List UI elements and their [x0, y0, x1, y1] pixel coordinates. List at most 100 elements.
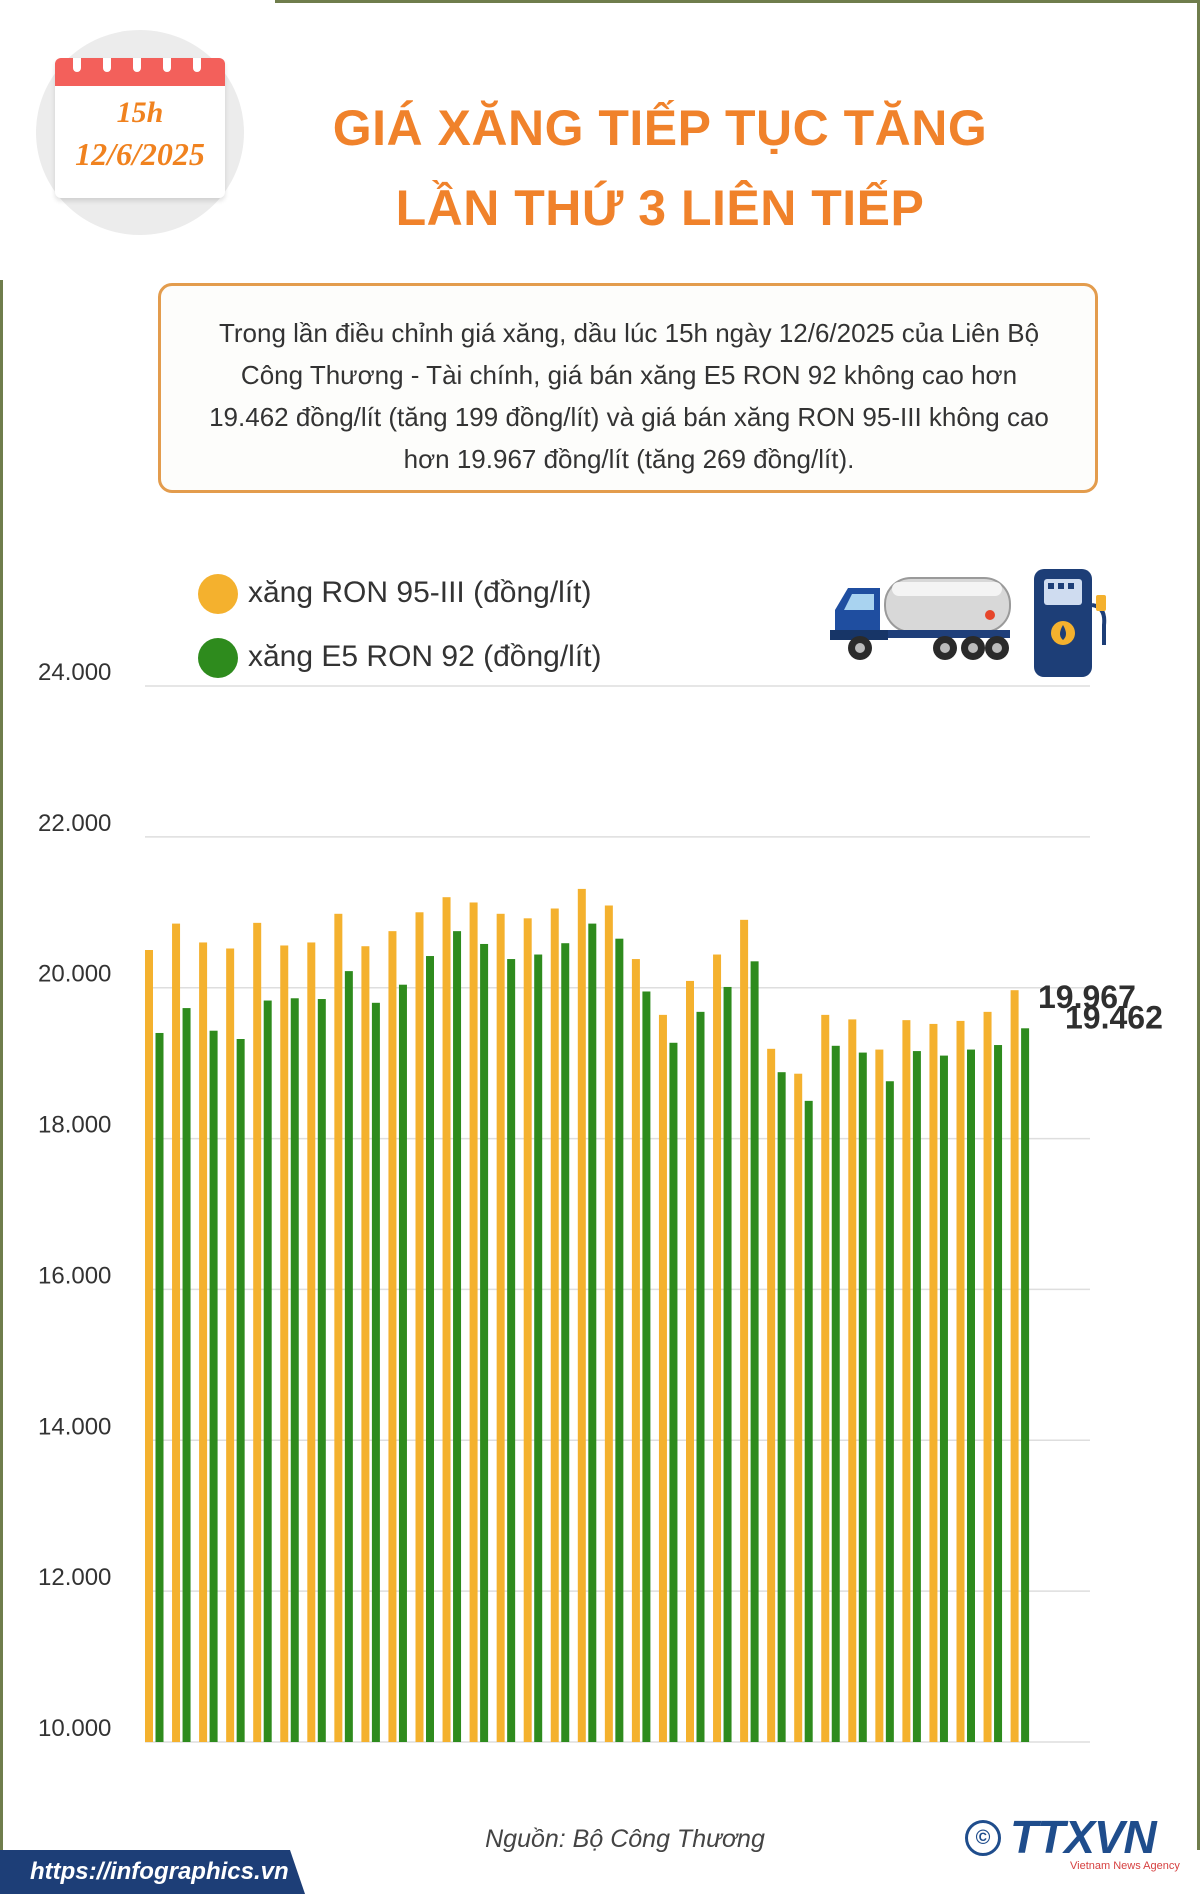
- bar-e5: [912, 1051, 921, 1742]
- bar-e5: [480, 943, 489, 1742]
- agency-logo: © TTXVN Vietnam News Agency: [965, 1810, 1180, 1880]
- frame-right-border: [1197, 0, 1200, 1850]
- copyright-icon: ©: [965, 1820, 1001, 1856]
- frame-top-border: [275, 0, 1200, 3]
- bar-e5: [750, 961, 759, 1742]
- calendar-ring: [73, 58, 81, 72]
- bar-e5: [615, 938, 624, 1742]
- bar-e5: [236, 1039, 245, 1742]
- bar-ron95: [686, 980, 694, 1742]
- y-tick-label: 16.000: [38, 1262, 111, 1289]
- bar-e5: [534, 954, 543, 1742]
- bar-ron95: [145, 950, 153, 1742]
- y-tick-label: 14.000: [38, 1413, 111, 1440]
- bar-ron95: [388, 931, 397, 1742]
- y-tick-label: 18.000: [38, 1112, 111, 1139]
- bar-ron95: [631, 959, 640, 1742]
- title-line-2: LẦN THỨ 3 LIÊN TIẾP: [395, 180, 925, 236]
- y-tick-label: 12.000: [38, 1564, 111, 1591]
- bar-e5: [398, 984, 407, 1742]
- calendar-date: 12/6/2025: [75, 136, 205, 172]
- bar-ron95: [253, 922, 262, 1742]
- fuel-pump-icon: [1034, 569, 1107, 677]
- bar-e5: [344, 971, 353, 1742]
- bar-e5: [723, 986, 732, 1742]
- data-label: 19.462: [1065, 999, 1163, 1035]
- bar-e5: [696, 1011, 705, 1742]
- bar-e5: [967, 1049, 975, 1742]
- bar-e5: [642, 991, 651, 1742]
- bar-ron95: [821, 1014, 830, 1742]
- intro-text: Trong lần điều chỉnh giá xăng, dầu lúc 1…: [209, 318, 1049, 474]
- bar-e5: [1021, 1028, 1030, 1742]
- bar-ron95: [929, 1023, 938, 1742]
- bar-ron95: [767, 1048, 776, 1742]
- bar-ron95: [604, 905, 613, 1742]
- agency-logo-text: TTXVN: [1010, 1811, 1157, 1863]
- bar-ron95: [713, 954, 722, 1742]
- bar-ron95: [794, 1073, 803, 1742]
- bar-ron95: [740, 919, 749, 1742]
- bar-e5: [290, 998, 299, 1742]
- bar-e5: [426, 956, 434, 1742]
- bar-ron95: [172, 923, 181, 1742]
- bar-ron95: [280, 945, 289, 1742]
- bar-e5: [453, 931, 462, 1742]
- bar-ron95: [442, 897, 451, 1742]
- bar-ron95: [875, 1049, 884, 1742]
- frame-left-border: [0, 280, 3, 1850]
- bar-ron95: [307, 942, 316, 1742]
- bar-ron95: [199, 942, 208, 1742]
- website-link[interactable]: https://infographics.vn: [30, 1858, 289, 1885]
- calendar-ring: [103, 58, 111, 72]
- bar-e5: [669, 1042, 678, 1742]
- bar-e5: [507, 959, 516, 1742]
- bar-e5: [182, 1008, 191, 1742]
- calendar-ring: [163, 58, 171, 72]
- bar-ron95: [983, 1011, 992, 1742]
- bar-ron95: [956, 1020, 965, 1742]
- page-title: GIÁ XĂNG TIẾP TỤC TĂNG LẦN THỨ 3 LIÊN TI…: [260, 88, 1060, 248]
- intro-box: Trong lần điều chỉnh giá xăng, dầu lúc 1…: [158, 283, 1098, 493]
- source-note: Nguồn: Bộ Công Thương: [485, 1825, 765, 1853]
- calendar-icon: 15h 12/6/2025: [55, 58, 225, 198]
- bar-ron95: [226, 948, 235, 1742]
- data-label: 19.967: [1038, 979, 1136, 1015]
- bar-ron95: [550, 908, 559, 1742]
- y-tick-label: 10.000: [38, 1715, 111, 1742]
- bar-ron95: [902, 1020, 911, 1742]
- price-bar-chart: 24.000 22.000 20.000 18.000 16.000 14.000 12.0…: [38, 659, 1163, 1743]
- bar-e5: [561, 943, 570, 1742]
- bar-ron95: [523, 918, 532, 1742]
- y-tick-label: 20.000: [38, 961, 111, 988]
- bar-e5: [804, 1100, 813, 1742]
- bar-e5: [858, 1052, 867, 1742]
- bar-e5: [777, 1072, 786, 1742]
- url-banner: [0, 1850, 305, 1894]
- bar-ron95: [361, 946, 370, 1742]
- agency-logo-subtitle: Vietnam News Agency: [1070, 1860, 1180, 1872]
- y-tick-label: 24.000: [38, 659, 111, 686]
- bar-ron95: [848, 1019, 857, 1742]
- y-tick-label: 22.000: [38, 810, 111, 837]
- bar-e5: [831, 1045, 840, 1742]
- bar-ron95: [1010, 990, 1019, 1742]
- legend-label-ron95: xăng RON 95-III (đồng/lít): [248, 576, 592, 609]
- bar-e5: [994, 1045, 1003, 1742]
- bar-ron95: [577, 888, 586, 1742]
- bar-e5: [939, 1055, 948, 1742]
- fuel-tanker-truck-icon: [830, 577, 1011, 660]
- title-line-1: GIÁ XĂNG TIẾP TỤC TĂNG: [332, 100, 988, 156]
- bar-e5: [263, 1000, 272, 1742]
- bar-ron95: [496, 913, 505, 1742]
- legend-label-e5: xăng E5 RON 92 (đồng/lít): [248, 640, 602, 673]
- calendar-ring: [133, 58, 141, 72]
- bar-e5: [371, 1002, 380, 1742]
- bar-e5: [317, 999, 326, 1742]
- legend-dot-e5: [198, 638, 238, 678]
- calendar-time: 15h: [116, 96, 164, 129]
- calendar-ring: [193, 58, 201, 72]
- legend-dot-ron95: [198, 574, 238, 614]
- bar-e5: [588, 923, 597, 1742]
- bar-ron95: [334, 913, 343, 1742]
